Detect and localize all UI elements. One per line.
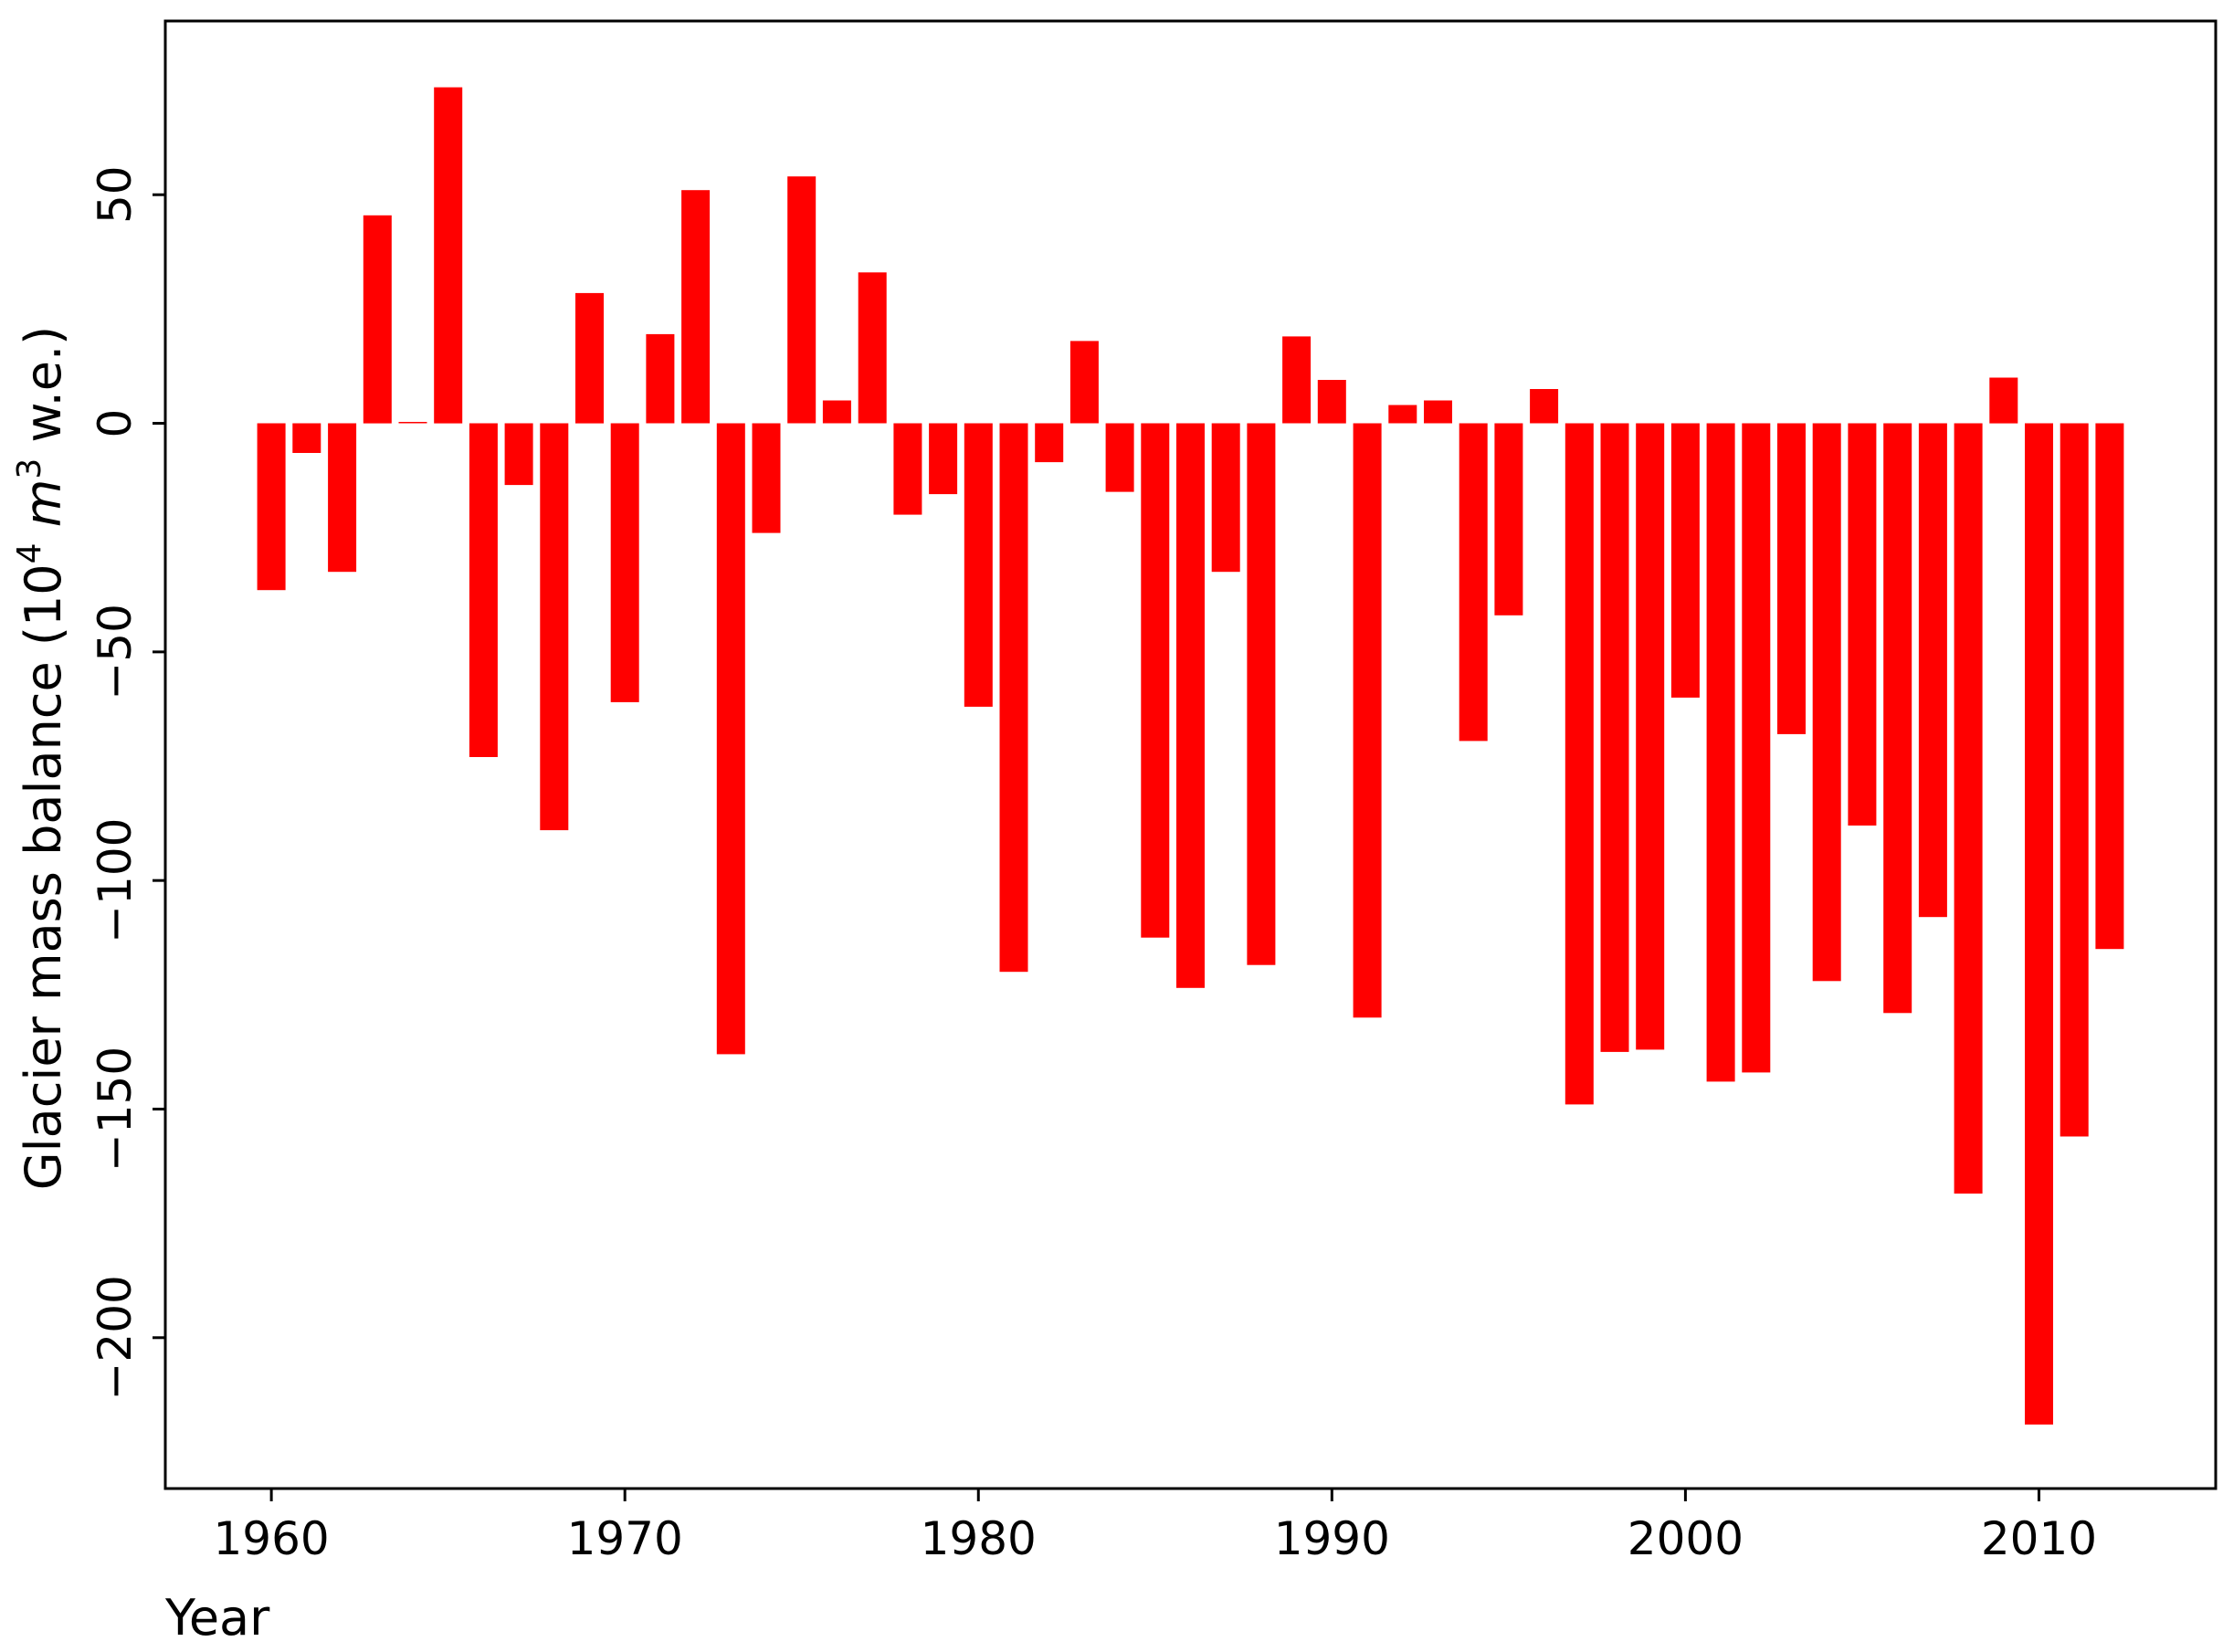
bar-1982 (1035, 423, 1064, 463)
bar-1994 (1459, 423, 1488, 742)
bar-1974 (752, 423, 781, 533)
y-tick-label--200: −200 (89, 1275, 142, 1400)
bar-1996 (1530, 389, 1559, 424)
x-tick-label-2000: 2000 (1628, 1512, 1744, 1565)
y-tick-label--50: −50 (89, 604, 142, 700)
bar-1998 (1600, 423, 1629, 1052)
bar-1988 (1247, 423, 1276, 965)
plot-frame (163, 19, 2218, 1490)
y-tick-label--150: −150 (89, 1047, 142, 1172)
bar-1978 (893, 423, 922, 515)
bar-1979 (929, 423, 958, 495)
bar-1969 (575, 292, 604, 424)
bar-1990 (1317, 380, 1346, 424)
y-axis-label-unit: m (15, 479, 72, 543)
bar-2009 (1989, 377, 2018, 424)
bar-1997 (1565, 423, 1594, 1105)
bar-1981 (999, 423, 1028, 973)
bar-1987 (1211, 423, 1240, 573)
bar-1992 (1388, 405, 1417, 424)
y-axis-label-unit-exponent: 3 (11, 458, 48, 479)
x-tick-label-1960: 1960 (213, 1512, 329, 1565)
x-tick-label-1980: 1980 (921, 1512, 1037, 1565)
bar-2004 (1812, 423, 1841, 982)
bar-1985 (1141, 423, 1170, 938)
bar-1989 (1282, 336, 1312, 424)
bar-1986 (1176, 423, 1205, 988)
y-axis-ticks: 50 0 −50 −100 −150 −200 (89, 165, 165, 1400)
bar-1972 (681, 190, 711, 424)
bar-2010 (2025, 423, 2053, 1425)
bar-1964 (398, 422, 427, 424)
bar-1963 (363, 215, 392, 424)
bar-2005 (1848, 423, 1877, 826)
bar-1973 (716, 423, 745, 1055)
y-axis-label-tail: w.e.) (15, 326, 72, 458)
bar-2011 (2060, 423, 2089, 1137)
bar-1970 (610, 423, 639, 702)
bar-1977 (858, 272, 887, 424)
bar-1983 (1069, 341, 1099, 424)
y-tick-label-0: 0 (89, 409, 142, 438)
bar-1962 (328, 423, 357, 573)
x-tick-label-1970: 1970 (567, 1512, 683, 1565)
bar-1984 (1105, 423, 1134, 492)
bar-1976 (822, 400, 851, 424)
bar-1967 (504, 423, 533, 486)
x-axis-ticks: 1960 1970 1980 1990 2000 2010 (213, 1489, 2097, 1565)
bar-1975 (787, 176, 817, 424)
bars-group (257, 87, 2124, 1425)
x-tick-label-2010: 2010 (1981, 1512, 2097, 1565)
bar-1960 (257, 423, 286, 591)
bar-2012 (2095, 423, 2124, 950)
y-axis-label-main: Glacier mass balance (10 (15, 563, 72, 1190)
bar-1993 (1424, 400, 1452, 424)
bar-2001 (1706, 423, 1735, 1082)
y-tick-label--100: −100 (89, 817, 142, 942)
y-axis-label-exponent: 4 (11, 542, 48, 563)
y-axis-label: Glacier mass balance (104 m3 w.e.) (11, 326, 72, 1190)
x-tick-label-1990: 1990 (1274, 1512, 1390, 1565)
bar-1961 (292, 423, 321, 453)
bar-1966 (469, 423, 498, 757)
bar-1991 (1353, 423, 1382, 1018)
bar-1995 (1494, 423, 1523, 616)
bar-2006 (1883, 423, 1912, 1014)
bar-2000 (1670, 423, 1700, 698)
bar-1980 (964, 423, 993, 707)
x-axis-label: Year (164, 1589, 270, 1647)
bar-1971 (646, 333, 675, 424)
bar-2008 (1954, 423, 1983, 1194)
bar-1968 (540, 423, 569, 831)
bar-1999 (1636, 423, 1665, 1050)
bar-1965 (434, 87, 463, 424)
bar-2007 (1918, 423, 1947, 918)
y-tick-label-50: 50 (89, 165, 142, 224)
bar-2002 (1742, 423, 1771, 1073)
bar-2003 (1777, 423, 1806, 734)
